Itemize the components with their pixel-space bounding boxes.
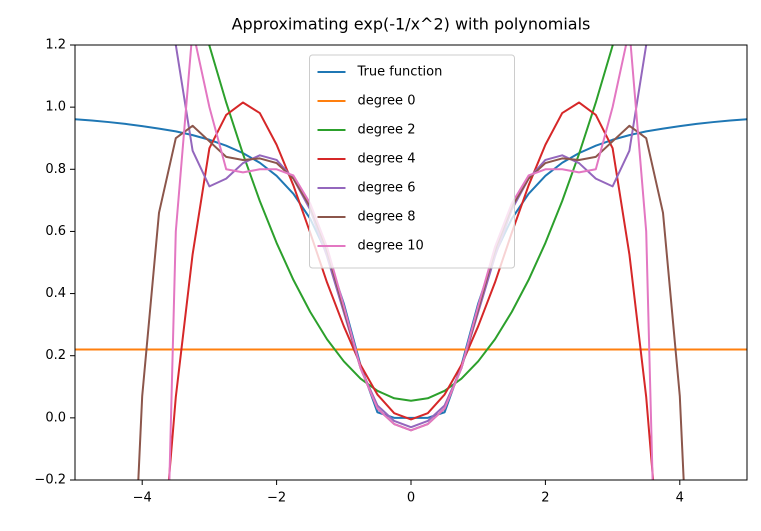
legend-label: degree 4 bbox=[358, 152, 416, 167]
legend-box bbox=[309, 54, 515, 269]
x-tick-label: −2 bbox=[267, 491, 286, 506]
x-tick-label: 2 bbox=[541, 491, 549, 506]
legend-label: True function bbox=[357, 65, 443, 80]
y-tick-label: −0.2 bbox=[34, 473, 66, 488]
plot-area bbox=[75, 45, 747, 480]
y-tick-label: 0.4 bbox=[45, 286, 66, 301]
legend-label: degree 8 bbox=[358, 210, 416, 225]
series-line bbox=[174, 45, 648, 429]
legend-label: degree 10 bbox=[358, 239, 424, 254]
series-line bbox=[167, 101, 655, 480]
series-line bbox=[208, 45, 614, 402]
x-tick-label: −4 bbox=[133, 491, 152, 506]
x-tick-label: 0 bbox=[407, 491, 415, 506]
y-tick-label: 0.8 bbox=[45, 162, 66, 177]
legend-label: degree 2 bbox=[358, 123, 416, 138]
y-tick-label: 1.2 bbox=[45, 38, 66, 53]
y-tick-label: 0.6 bbox=[45, 224, 66, 239]
y-tick-label: 1.0 bbox=[45, 100, 66, 115]
legend: True function degree 0 degree 2 degree 4 deg… bbox=[309, 54, 515, 269]
series-line bbox=[168, 45, 654, 480]
legend-label: degree 0 bbox=[358, 94, 416, 109]
y-tick-label: 0.2 bbox=[45, 348, 66, 363]
legend-label: degree 6 bbox=[358, 181, 416, 196]
y-tick-label: 0.0 bbox=[45, 410, 66, 425]
chart-title: Approximating exp(-1/x^2) with polynomia… bbox=[232, 15, 591, 34]
series-line bbox=[75, 118, 747, 419]
x-tick-label: 4 bbox=[676, 491, 684, 506]
